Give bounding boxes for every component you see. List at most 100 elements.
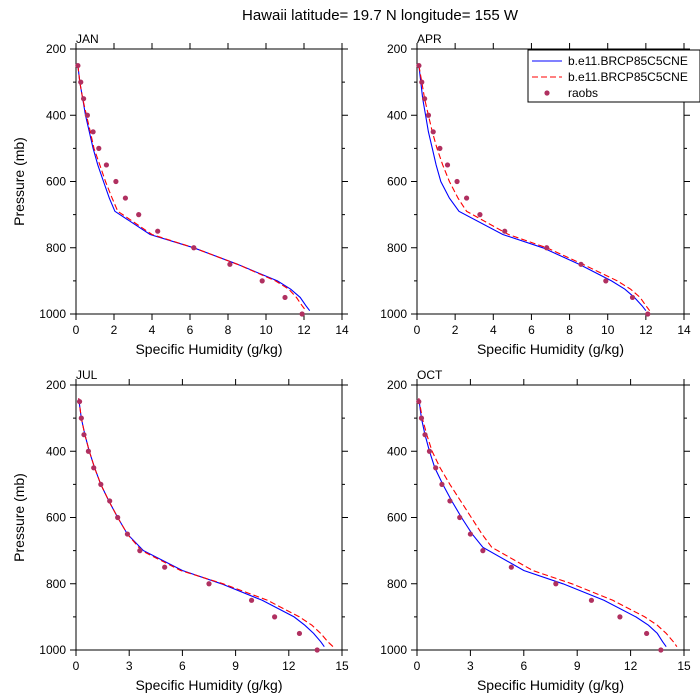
legend-entry-label: b.e11.BRCP85C5CNE <box>568 70 688 84</box>
raobs-point <box>477 212 483 218</box>
y-axis-label: Pressure (mb) <box>11 137 27 226</box>
x-tick-label: 4 <box>149 323 156 337</box>
legend-box <box>527 49 700 103</box>
x-axis-label: Specific Humidity (g/kg) <box>135 677 282 693</box>
raobs-point <box>416 398 422 405</box>
raobs-point <box>314 647 320 653</box>
x-tick-label: 9 <box>574 659 581 673</box>
y-tick-label: 200 <box>387 378 407 392</box>
y-axis-label: Pressure (mb) <box>11 473 27 562</box>
raobs-point <box>644 630 650 637</box>
raobs-point <box>115 514 121 521</box>
raobs-point <box>122 195 128 201</box>
x-axis-label: Specific Humidity (g/kg) <box>477 341 624 357</box>
legend-entry-label: raobs <box>568 86 598 100</box>
raobs-point <box>426 448 433 454</box>
y-tick-label: 800 <box>387 241 407 255</box>
y-tick-label: 400 <box>46 108 66 122</box>
x-axis-label: Specific Humidity (g/kg) <box>135 341 282 357</box>
y-tick-label: 200 <box>387 42 407 56</box>
chart-panel-oct: 0 3 6 9 12 15 200 400 600 800 1000 OCT Specific Humi… <box>380 368 691 693</box>
raobs-point <box>113 178 119 185</box>
raobs-point <box>447 498 453 504</box>
raobs-point <box>658 647 664 653</box>
raobs-point <box>617 614 623 620</box>
raobs-point <box>418 415 425 421</box>
raobs-point <box>553 581 559 587</box>
raobs-point <box>78 415 84 421</box>
raobs-point <box>84 112 90 118</box>
model-line-dashed <box>418 65 651 312</box>
raobs-point <box>467 531 473 537</box>
y-tick-label: 200 <box>46 42 66 56</box>
x-tick-label: 10 <box>259 323 273 337</box>
panel-title: JUL <box>76 368 98 382</box>
raobs-point <box>425 112 432 118</box>
legend-swatch-marker <box>544 90 550 96</box>
model-line-dashed <box>78 398 334 648</box>
raobs-point <box>259 278 265 284</box>
x-tick-label: 0 <box>414 323 421 337</box>
raobs-point <box>107 498 113 504</box>
y-tick-label: 1000 <box>380 643 407 657</box>
raobs-point <box>76 398 83 405</box>
y-tick-label: 800 <box>46 241 66 255</box>
y-tick-label: 1000 <box>39 643 66 657</box>
y-tick-label: 600 <box>46 511 66 525</box>
raobs-point <box>248 597 255 603</box>
raobs-point <box>444 162 451 168</box>
model-line-solid <box>77 65 311 312</box>
raobs-point <box>433 465 439 471</box>
raobs-point <box>162 564 168 570</box>
y-tick-label: 600 <box>387 511 407 525</box>
raobs-point <box>422 432 428 438</box>
x-tick-label: 9 <box>232 659 239 673</box>
raobs-point <box>439 481 445 487</box>
model-line-solid <box>418 398 667 648</box>
x-axis-label: Specific Humidity (g/kg) <box>477 677 624 693</box>
legend-entry-label: b.e11.BRCP85C5CNE <box>568 54 688 68</box>
y-tick-label: 1000 <box>39 307 66 321</box>
chart-panel-jul: 0 3 6 9 12 15 200 400 600 800 1000 JUL Specific Humi… <box>11 368 349 693</box>
raobs-point <box>629 294 636 301</box>
model-line-solid <box>78 398 325 648</box>
raobs-point <box>645 311 651 317</box>
raobs-point <box>136 212 142 218</box>
y-tick-label: 400 <box>387 444 407 458</box>
x-tick-label: 2 <box>111 323 118 337</box>
y-tick-label: 400 <box>46 444 66 458</box>
raobs-point <box>272 614 278 620</box>
raobs-point <box>81 432 87 438</box>
raobs-point <box>206 581 212 587</box>
panel-title: JAN <box>76 32 99 46</box>
x-tick-label: 8 <box>225 323 232 337</box>
raobs-point <box>124 531 131 537</box>
plot-frame <box>416 384 685 651</box>
raobs-point <box>603 278 609 284</box>
x-tick-label: 3 <box>126 659 133 673</box>
x-tick-label: 12 <box>624 659 638 673</box>
y-tick-label: 1000 <box>380 307 407 321</box>
raobs-point <box>296 630 303 637</box>
raobs-point <box>75 62 81 69</box>
raobs-point <box>416 62 422 69</box>
legend: b.e11.BRCP85C5CNE b.e11.BRCP85C5CNE raobs <box>527 49 700 103</box>
x-tick-label: 6 <box>187 323 194 337</box>
x-tick-label: 6 <box>528 323 535 337</box>
x-tick-label: 3 <box>467 659 474 673</box>
raobs-point <box>191 245 197 251</box>
raobs-point <box>81 96 87 102</box>
raobs-point <box>299 311 305 317</box>
raobs-point <box>454 178 460 185</box>
raobs-point <box>588 597 595 603</box>
y-tick-label: 800 <box>46 577 66 591</box>
y-tick-label: 400 <box>387 108 407 122</box>
raobs-point <box>155 228 161 234</box>
raobs-point <box>544 245 550 251</box>
raobs-point <box>227 261 233 267</box>
raobs-point <box>463 195 470 201</box>
raobs-point <box>282 294 288 301</box>
raobs-point <box>508 564 514 570</box>
x-tick-label: 12 <box>282 659 296 673</box>
